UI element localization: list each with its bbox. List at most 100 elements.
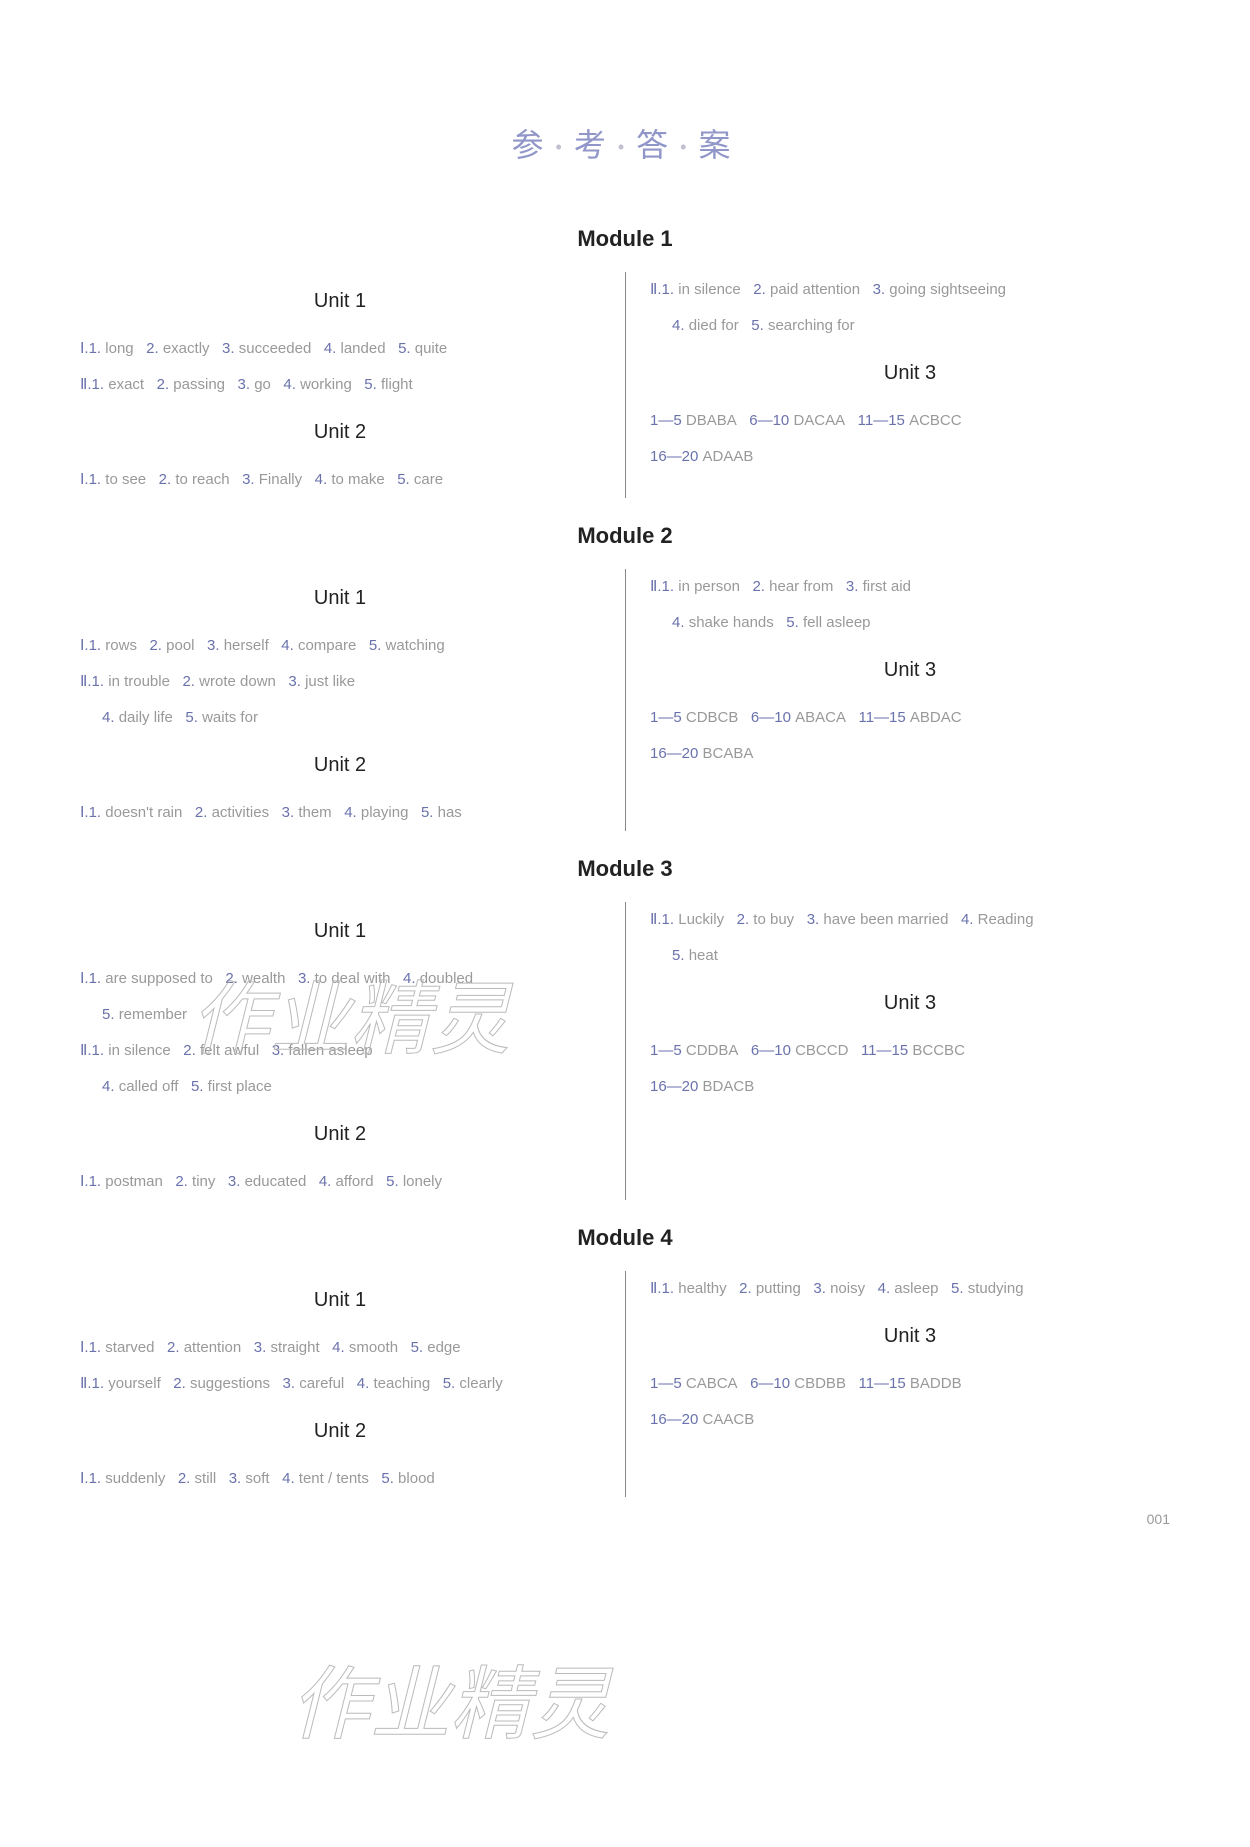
- title-char: 考: [574, 127, 614, 163]
- answer-number: 3.: [846, 578, 863, 595]
- answer-number: 2.: [753, 281, 770, 298]
- answer-value: educated: [245, 1173, 307, 1190]
- answer-value: BCABA: [703, 745, 754, 762]
- answer-number: 4.: [283, 376, 300, 393]
- answer-number: 5.: [386, 1173, 403, 1190]
- answer-value: activities: [212, 804, 270, 821]
- answer-value: clearly: [459, 1375, 502, 1392]
- answer-number: 4.: [672, 614, 689, 631]
- answer-value: Finally: [259, 471, 302, 488]
- answer-line: 16—20 CAACB: [650, 1402, 1170, 1438]
- answer-value: healthy: [678, 1280, 726, 1297]
- answer-number: 5.: [185, 709, 202, 726]
- answer-number: 5.: [381, 1470, 398, 1487]
- answer-line: Ⅱ.1. in person 2. hear from 3. first aid: [650, 569, 1170, 605]
- answer-number: Ⅱ.1.: [650, 1280, 678, 1297]
- answer-value: blood: [398, 1470, 435, 1487]
- column-left: Unit 1Ⅰ.1. rows 2. pool 3. herself 4. co…: [80, 569, 625, 831]
- answer-value: careful: [299, 1375, 344, 1392]
- answer-value: to make: [331, 471, 384, 488]
- answer-number: Ⅱ.1.: [650, 281, 678, 298]
- answer-value: exactly: [163, 340, 210, 357]
- unit-header: Unit 1: [80, 1289, 600, 1312]
- answer-number: 4.: [102, 709, 119, 726]
- answer-value: CDBCB: [686, 709, 739, 726]
- unit-header: Unit 3: [650, 1325, 1170, 1348]
- answer-number: Ⅱ.1.: [650, 578, 678, 595]
- answer-number: 5.: [191, 1078, 208, 1095]
- answer-number: 3.: [229, 1470, 246, 1487]
- answer-number: Ⅱ.1.: [650, 911, 678, 928]
- answer-number: 4.: [878, 1280, 895, 1297]
- answer-number: 3.: [238, 376, 255, 393]
- answer-value: still: [195, 1470, 217, 1487]
- answer-line: 5. heat: [650, 938, 1170, 974]
- answer-value: wealth: [242, 970, 285, 987]
- answer-value: exact: [108, 376, 144, 393]
- answer-number: 5.: [951, 1280, 968, 1297]
- answer-number: 1—5: [650, 412, 686, 429]
- answer-number: 11—15: [858, 1375, 909, 1392]
- answer-number: 4.: [403, 970, 420, 987]
- answer-number: Ⅰ.1.: [80, 1173, 105, 1190]
- answer-value: soft: [245, 1470, 269, 1487]
- answer-value: compare: [298, 637, 356, 654]
- answer-line: 16—20 ADAAB: [650, 439, 1170, 475]
- answer-number: 2.: [752, 578, 769, 595]
- answer-line: 16—20 BCABA: [650, 736, 1170, 772]
- answer-value: to see: [105, 471, 146, 488]
- answer-value: ADAAB: [703, 448, 754, 465]
- answer-line: Ⅱ.1. in trouble 2. wrote down 3. just li…: [80, 664, 600, 700]
- answer-value: in trouble: [108, 673, 170, 690]
- unit-header: Unit 1: [80, 587, 600, 610]
- column-right: Ⅱ.1. in person 2. hear from 3. first aid…: [625, 569, 1170, 831]
- answer-line: 1—5 CDDBA 6—10 CBCCD 11—15 BCCBC: [650, 1033, 1170, 1069]
- answer-number: 3.: [272, 1042, 289, 1059]
- answer-value: has: [438, 804, 462, 821]
- answer-value: to deal with: [315, 970, 391, 987]
- answer-value: heat: [689, 947, 718, 964]
- answer-value: fallen asleep: [288, 1042, 372, 1059]
- answer-value: are supposed to: [105, 970, 213, 987]
- answer-value: BADDB: [910, 1375, 962, 1392]
- answer-number: 4.: [332, 1339, 349, 1356]
- answer-number: Ⅱ.1.: [80, 1042, 108, 1059]
- module-body: Unit 1Ⅰ.1. are supposed to 2. wealth 3. …: [80, 902, 1170, 1200]
- title-char: 案: [698, 127, 738, 163]
- answer-number: 2.: [737, 911, 754, 928]
- answer-number: 1—5: [650, 709, 686, 726]
- answer-number: Ⅰ.1.: [80, 1470, 105, 1487]
- answer-number: 2.: [146, 340, 163, 357]
- module-header: Module 4: [80, 1225, 1170, 1251]
- answer-value: searching for: [768, 317, 855, 334]
- answer-line: Ⅰ.1. doesn't rain 2. activities 3. them …: [80, 795, 600, 831]
- answer-line: Ⅱ.1. in silence 2. felt awful 3. fallen …: [80, 1033, 600, 1069]
- page-title: 参•考•答•案: [80, 120, 1170, 166]
- answer-number: Ⅰ.1.: [80, 1339, 105, 1356]
- answer-value: postman: [105, 1173, 163, 1190]
- column-right: Ⅱ.1. Luckily 2. to buy 3. have been marr…: [625, 902, 1170, 1200]
- answer-line: Ⅰ.1. starved 2. attention 3. straight 4.…: [80, 1330, 600, 1366]
- answer-number: 2.: [225, 970, 242, 987]
- title-char: 答: [636, 127, 676, 163]
- answer-value: first aid: [863, 578, 911, 595]
- answer-value: go: [254, 376, 271, 393]
- answer-value: first place: [208, 1078, 272, 1095]
- answer-value: CBDBB: [794, 1375, 846, 1392]
- answer-number: 4.: [102, 1078, 119, 1095]
- module-body: Unit 1Ⅰ.1. long 2. exactly 3. succeeded …: [80, 272, 1170, 498]
- answer-number: 2.: [149, 637, 166, 654]
- answer-number: Ⅱ.1.: [80, 673, 108, 690]
- answer-number: 3.: [813, 1280, 830, 1297]
- page-number: 001: [1147, 1511, 1170, 1527]
- answer-line: Ⅱ.1. Luckily 2. to buy 3. have been marr…: [650, 902, 1170, 938]
- watermark: 作业精灵: [290, 1640, 610, 1756]
- answer-line: Ⅰ.1. postman 2. tiny 3. educated 4. affo…: [80, 1164, 600, 1200]
- answer-value: succeeded: [239, 340, 312, 357]
- answer-number: 4.: [281, 637, 298, 654]
- answer-content: Module 1Unit 1Ⅰ.1. long 2. exactly 3. su…: [80, 226, 1170, 1497]
- title-char: 参: [512, 127, 552, 163]
- answer-value: herself: [224, 637, 269, 654]
- answer-value: edge: [427, 1339, 460, 1356]
- answer-number: Ⅰ.1.: [80, 471, 105, 488]
